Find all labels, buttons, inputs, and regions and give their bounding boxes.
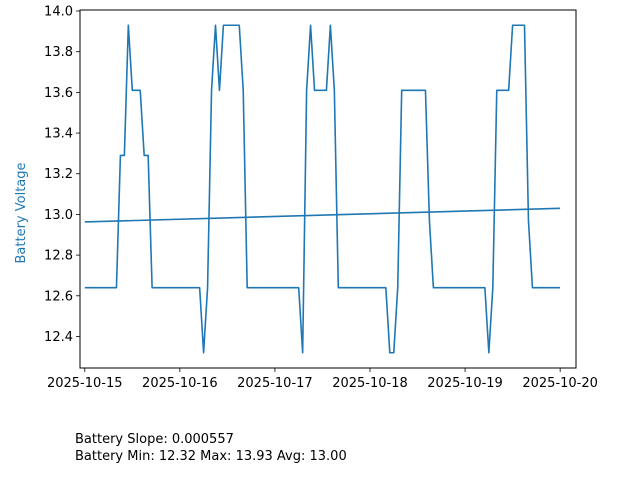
y-tick-label: 14.0 — [44, 5, 73, 20]
battery-voltage-line — [84, 24, 561, 354]
battery-stats-text: Battery Min: 12.32 Max: 13.93 Avg: 13.00 — [75, 449, 347, 464]
x-tick-label: 2025-10-19 — [427, 376, 503, 391]
y-tick-label: 13.2 — [44, 167, 73, 182]
y-tick-label: 12.8 — [44, 249, 73, 264]
y-tick-label: 13.0 — [44, 208, 73, 223]
y-tick-label: 12.4 — [44, 330, 73, 345]
plot-frame — [79, 9, 577, 369]
y-tick-label: 13.4 — [44, 127, 73, 142]
x-tick-label: 2025-10-16 — [142, 376, 218, 391]
y-axis: 12.4 12.6 12.8 13.0 13.2 13.4 13.6 13.8 14.0 — [44, 5, 80, 345]
y-tick-label: 13.8 — [44, 45, 73, 60]
y-tick-label: 13.6 — [44, 86, 73, 101]
x-tick-label: 2025-10-18 — [332, 376, 408, 391]
y-tick-label: 12.6 — [44, 289, 73, 304]
trend-line — [84, 207, 561, 223]
x-tick-label: 2025-10-15 — [47, 376, 123, 391]
series-lines — [84, 24, 561, 354]
x-tick-label: 2025-10-17 — [237, 376, 313, 391]
y-axis-label: Battery Voltage — [14, 162, 29, 263]
x-axis: 2025-10-15 2025-10-16 2025-10-17 2025-10-18… — [47, 368, 598, 391]
battery-slope-text: Battery Slope: 0.000557 — [75, 432, 234, 447]
x-tick-label: 2025-10-20 — [522, 376, 598, 391]
